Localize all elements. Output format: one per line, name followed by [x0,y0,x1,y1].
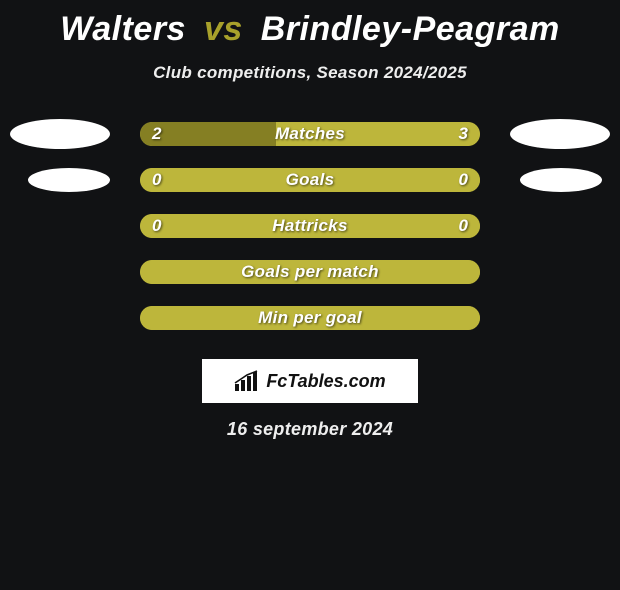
value-right: 0 [459,168,468,192]
vs-text: vs [204,10,243,48]
bar-min-per-goal: Min per goal [140,306,480,330]
value-left: 2 [152,122,161,146]
comparison-title: Walters vs Brindley-Peagram [0,10,620,49]
stat-rows: Matches23Goals00Hattricks00Goals per mat… [0,111,620,341]
bar-label: Hattricks [140,214,480,238]
bar-chart-icon [234,370,260,392]
stat-row-goals-per-match: Goals per match [0,249,620,295]
value-right: 0 [459,214,468,238]
bar-goals: Goals0 0 [140,168,480,192]
bar-label: Min per goal [140,306,480,330]
stat-row-goals: Goals0 0 [0,157,620,203]
player1-name: Walters [60,10,186,48]
date-text: 16 september 2024 [0,419,620,440]
team-badge-left [28,168,110,192]
stat-row-matches: Matches2 3 [0,111,620,157]
value-left: 0 [152,168,161,192]
stat-row-min-per-goal: Min per goal [0,295,620,341]
bar-goals-per-match: Goals per match [140,260,480,284]
bar-track: Matches2 3 [140,122,480,146]
subtitle: Club competitions, Season 2024/2025 [0,63,620,83]
bar-label: Goals per match [140,260,480,284]
bar-label: Goals [140,168,480,192]
bar-track: Goals per match [140,260,480,284]
team-badge-right [520,168,602,192]
bar-track: Goals0 0 [140,168,480,192]
bar-label: Matches [140,122,480,146]
bar-hattricks: Hattricks0 0 [140,214,480,238]
team-badge-right [510,119,610,149]
bar-matches: Matches2 3 [140,122,480,146]
logo-box: FcTables.com [202,359,418,403]
stat-row-hattricks: Hattricks0 0 [0,203,620,249]
team-badge-left [10,119,110,149]
value-right: 3 [459,122,468,146]
bar-track: Hattricks0 0 [140,214,480,238]
value-left: 0 [152,214,161,238]
logo-text: FcTables.com [266,371,385,392]
player2-name: Brindley-Peagram [261,10,560,48]
bar-track: Min per goal [140,306,480,330]
